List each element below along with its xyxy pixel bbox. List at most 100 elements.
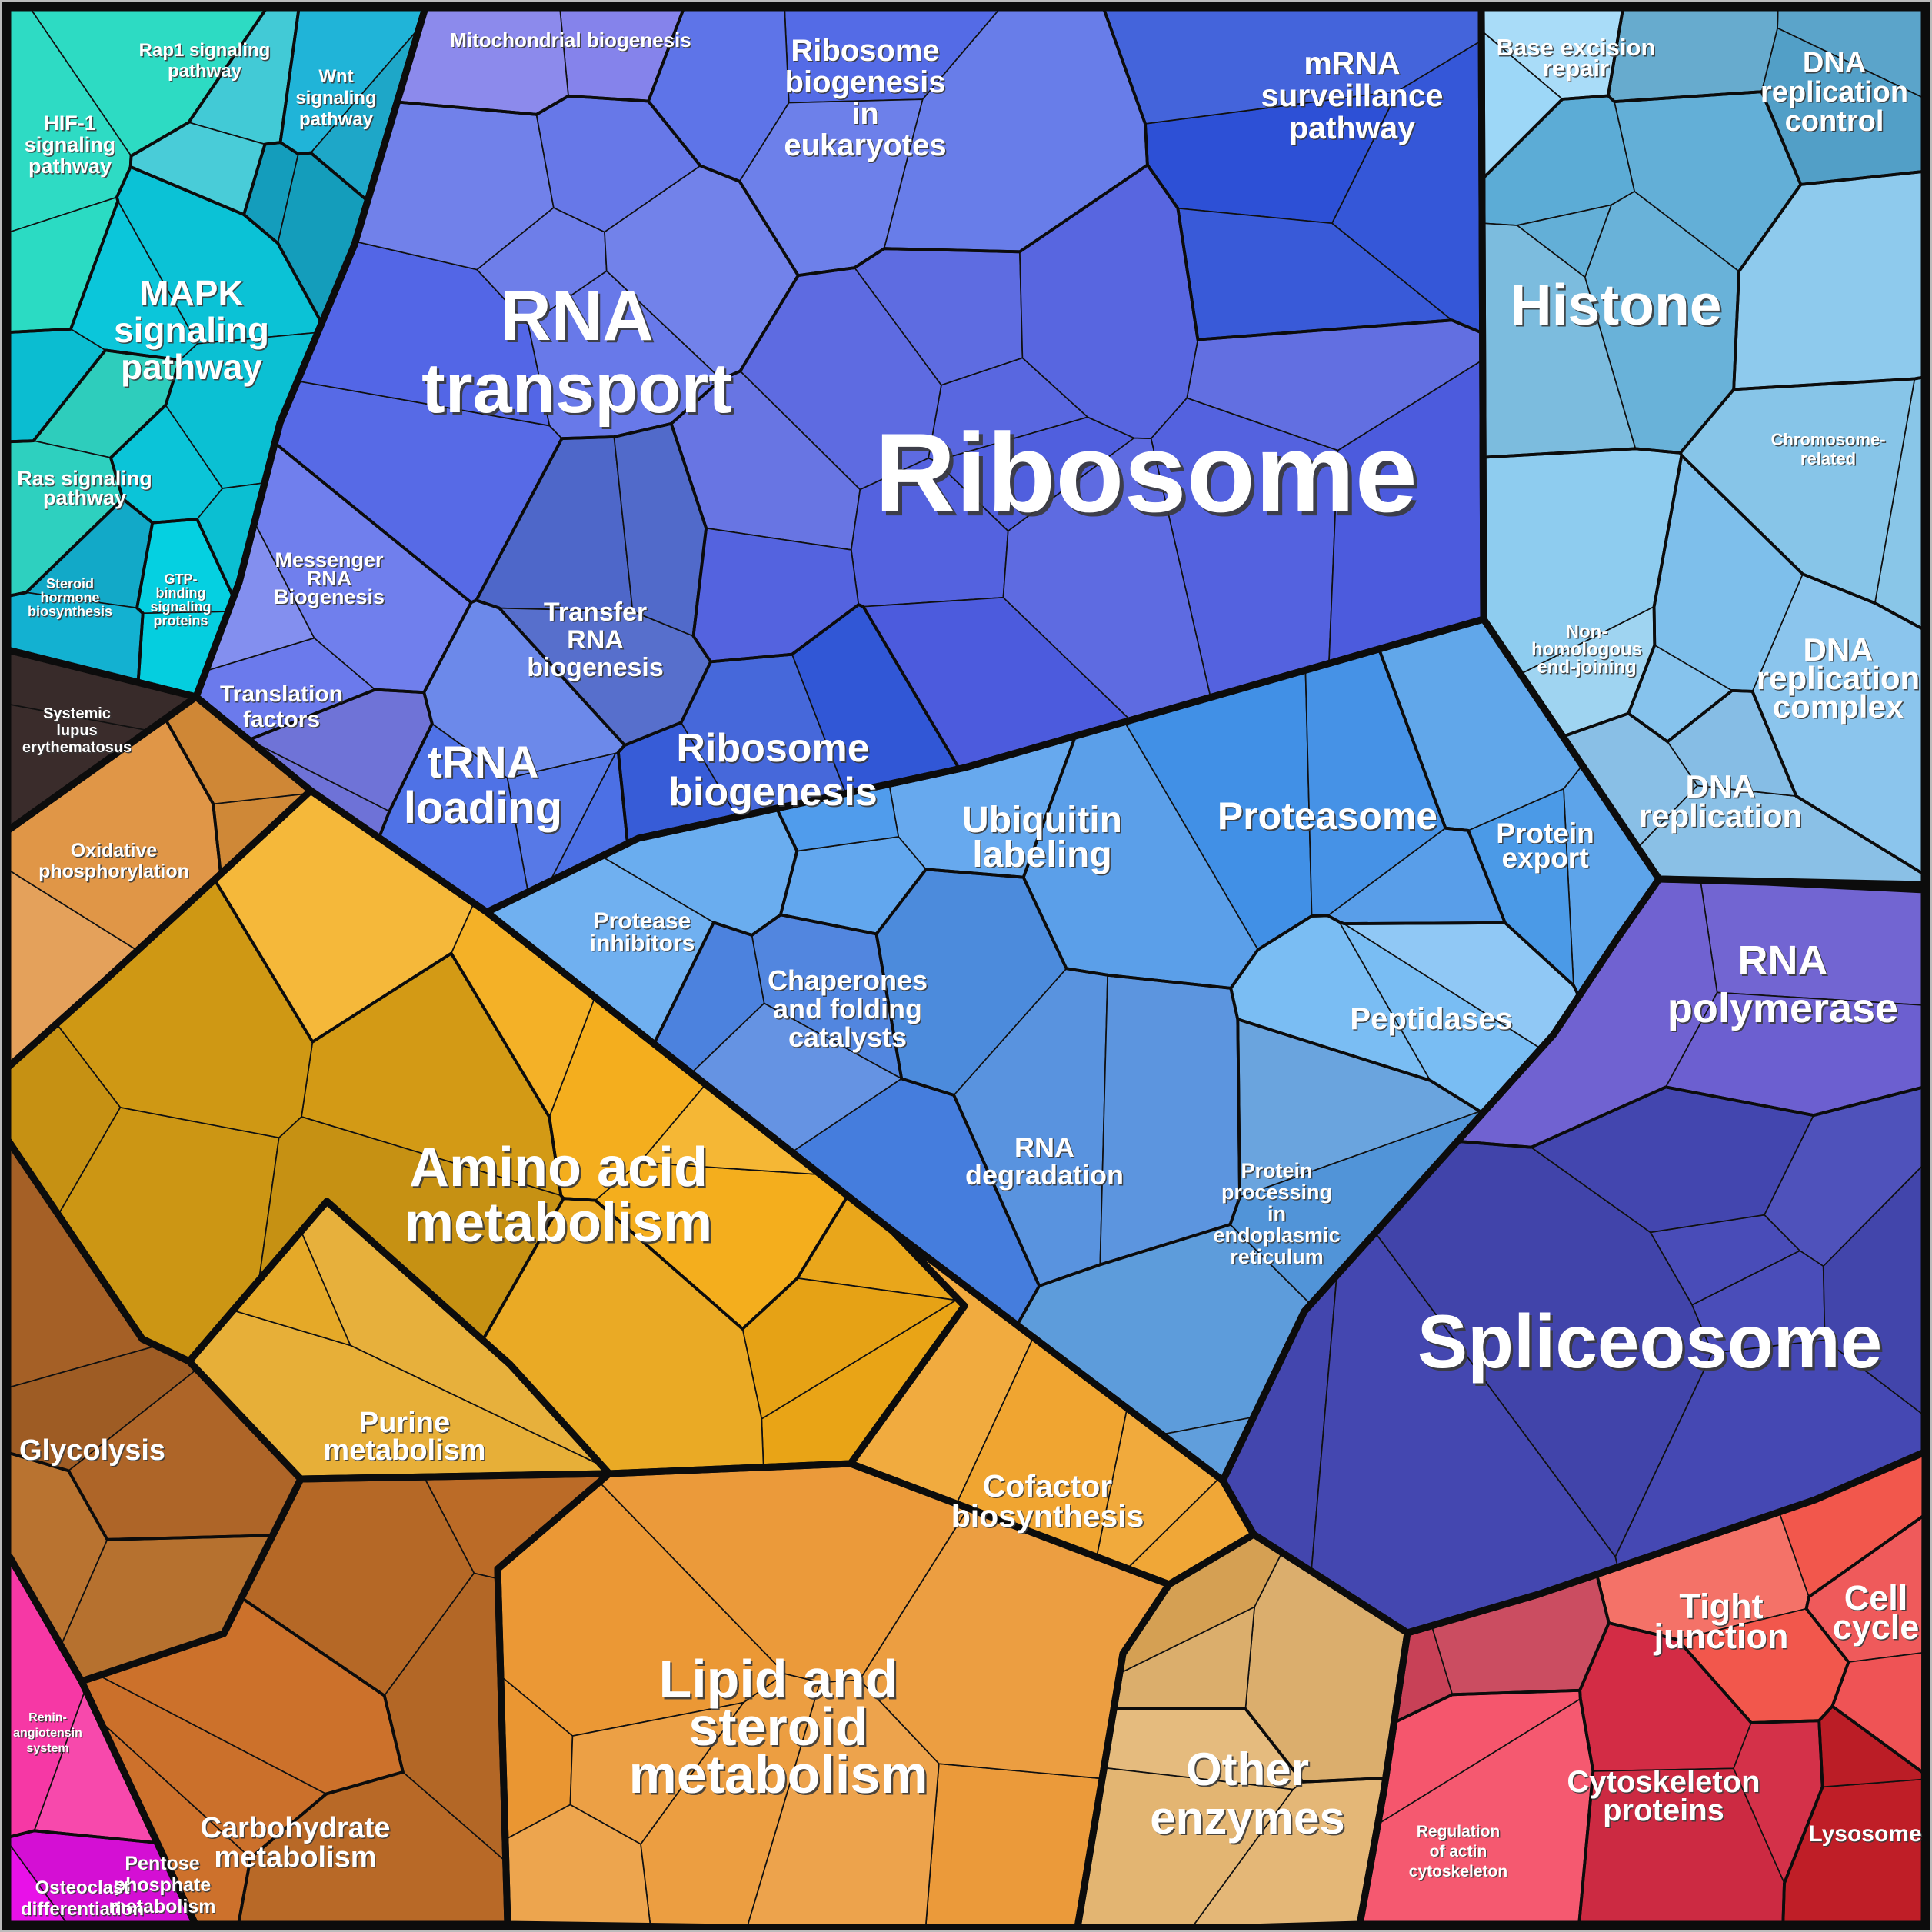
svg-text:Purine: Purine: [359, 1407, 450, 1439]
svg-text:cycle: cycle: [1834, 1609, 1920, 1648]
svg-text:endoplasmic: endoplasmic: [1214, 1225, 1341, 1248]
svg-text:loading: loading: [405, 784, 564, 834]
svg-text:pathway: pathway: [44, 488, 127, 511]
svg-text:Ubiquitin: Ubiquitin: [962, 800, 1122, 841]
svg-text:degradation: degradation: [966, 1161, 1124, 1192]
svg-text:in: in: [853, 98, 881, 132]
svg-text:Peptidases: Peptidases: [1350, 1002, 1512, 1036]
svg-text:RNA: RNA: [503, 279, 656, 358]
svg-text:replication: replication: [1760, 76, 1908, 108]
svg-text:signaling: signaling: [25, 133, 116, 156]
svg-text:Ribosome: Ribosome: [678, 728, 871, 772]
svg-text:Histone: Histone: [1512, 275, 1724, 339]
svg-text:lupus: lupus: [56, 722, 97, 739]
svg-text:hormone: hormone: [42, 591, 101, 607]
svg-text:signaling: signaling: [114, 310, 269, 350]
svg-text:Ubiquitin: Ubiquitin: [964, 801, 1124, 842]
svg-text:binding: binding: [156, 585, 206, 601]
svg-text:Chaperones: Chaperones: [768, 966, 928, 998]
svg-text:Spliceosome: Spliceosome: [1417, 1299, 1883, 1384]
svg-text:Regulation: Regulation: [1417, 1823, 1501, 1840]
svg-text:proteins: proteins: [155, 615, 209, 630]
svg-text:hormone: hormone: [40, 590, 99, 605]
svg-text:Oxidative: Oxidative: [71, 840, 158, 861]
svg-text:Mitochondrial biogenesis: Mitochondrial biogenesis: [450, 28, 691, 52]
svg-text:surveillance: surveillance: [1262, 79, 1444, 115]
svg-text:degradation: degradation: [965, 1159, 1124, 1191]
svg-text:Oxidative: Oxidative: [72, 841, 158, 863]
svg-text:Ribosome: Ribosome: [874, 410, 1417, 535]
svg-text:inhibitors: inhibitors: [590, 931, 695, 956]
svg-text:biosynthesis: biosynthesis: [28, 604, 112, 619]
svg-text:replication: replication: [1761, 78, 1909, 110]
svg-text:pathway: pathway: [29, 156, 112, 179]
svg-text:GTP-: GTP-: [165, 573, 198, 588]
svg-text:pathway: pathway: [122, 348, 264, 388]
svg-text:homologous: homologous: [1531, 639, 1642, 660]
svg-text:binding: binding: [157, 587, 207, 602]
svg-text:pathway: pathway: [1290, 112, 1416, 147]
svg-text:Ribosome: Ribosome: [878, 414, 1421, 539]
svg-text:proteins: proteins: [1604, 1795, 1726, 1829]
svg-text:factors: factors: [244, 708, 321, 734]
svg-text:homologous: homologous: [1533, 641, 1644, 661]
svg-text:repair: repair: [1543, 55, 1609, 82]
svg-text:related: related: [1801, 451, 1857, 470]
svg-text:Cofactor: Cofactor: [983, 1468, 1113, 1504]
svg-text:reticulum: reticulum: [1231, 1247, 1325, 1270]
svg-text:export: export: [1501, 842, 1588, 874]
svg-text:pathway: pathway: [43, 486, 126, 509]
svg-text:Cell: Cell: [1845, 1580, 1909, 1619]
svg-text:catalysts: catalysts: [789, 1023, 908, 1054]
svg-text:RNA: RNA: [1016, 1133, 1076, 1164]
svg-text:Non-: Non-: [1566, 621, 1608, 642]
svg-text:biosynthesis: biosynthesis: [952, 1500, 1145, 1535]
svg-text:Wnt: Wnt: [320, 68, 355, 88]
svg-text:replication: replication: [1757, 660, 1920, 696]
svg-text:metabolism: metabolism: [323, 1434, 485, 1467]
svg-text:in: in: [1269, 1204, 1287, 1227]
svg-text:of actin: of actin: [1430, 1843, 1487, 1860]
svg-text:differentiation: differentiation: [21, 1899, 144, 1920]
svg-text:Protein: Protein: [1242, 1161, 1314, 1184]
svg-text:Protein: Protein: [1497, 819, 1595, 851]
svg-text:system: system: [28, 1744, 70, 1757]
svg-text:Amino acid: Amino acid: [409, 1137, 708, 1198]
svg-text:DNA: DNA: [1687, 770, 1757, 806]
svg-text:Glycolysis: Glycolysis: [19, 1434, 165, 1467]
svg-text:Histone: Histone: [1510, 272, 1721, 337]
svg-text:control: control: [1786, 107, 1885, 139]
svg-text:proteins: proteins: [1603, 1794, 1724, 1827]
svg-text:junction: junction: [1654, 1618, 1790, 1657]
svg-text:metabolism: metabolism: [405, 1192, 712, 1254]
svg-text:biogenesis: biogenesis: [528, 655, 665, 684]
svg-text:proteins: proteins: [153, 613, 208, 628]
svg-text:DNA: DNA: [1803, 47, 1866, 79]
svg-text:Purine: Purine: [360, 1408, 451, 1441]
svg-text:cycle: cycle: [1833, 1607, 1920, 1647]
svg-text:Non-: Non-: [1567, 623, 1609, 644]
svg-text:MAPK: MAPK: [141, 275, 245, 315]
svg-text:metabolism: metabolism: [629, 1744, 928, 1804]
svg-text:reticulum: reticulum: [1230, 1245, 1324, 1268]
svg-text:junction: junction: [1654, 1617, 1789, 1656]
svg-text:signaling: signaling: [150, 599, 211, 615]
svg-text:pathway: pathway: [168, 62, 243, 83]
svg-text:Other: Other: [1188, 1745, 1311, 1797]
svg-text:Protein: Protein: [1241, 1159, 1312, 1182]
svg-text:biogenesis: biogenesis: [786, 67, 947, 101]
svg-text:and folding: and folding: [774, 994, 924, 1026]
svg-text:Biogenesis: Biogenesis: [275, 587, 385, 610]
svg-text:Carbohydrate: Carbohydrate: [200, 1812, 390, 1844]
svg-text:Base excision: Base excision: [1497, 35, 1657, 62]
svg-text:Protease: Protease: [595, 910, 692, 935]
svg-text:MAPK: MAPK: [139, 273, 243, 313]
svg-text:phosphorylation: phosphorylation: [40, 862, 191, 884]
svg-text:Renin-: Renin-: [30, 1713, 68, 1726]
svg-text:RNA: RNA: [567, 625, 624, 655]
svg-text:Transfer: Transfer: [544, 598, 647, 627]
svg-text:pathway: pathway: [1289, 110, 1415, 145]
svg-text:Protease: Protease: [594, 908, 691, 934]
svg-text:Rap1 signaling: Rap1 signaling: [139, 40, 271, 61]
svg-text:Messenger: Messenger: [275, 548, 384, 571]
